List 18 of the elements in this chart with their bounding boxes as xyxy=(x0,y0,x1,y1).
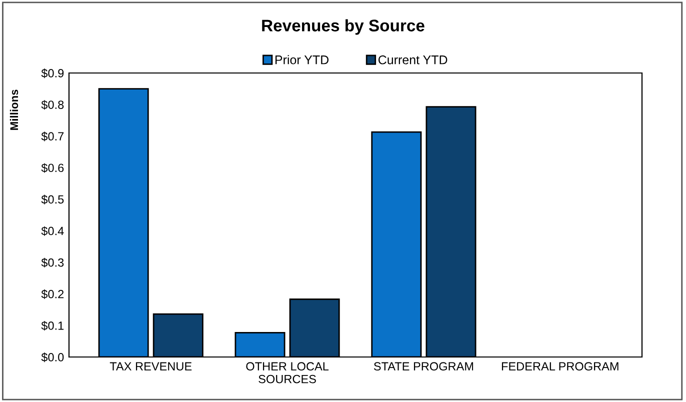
x-tick-label: TAX REVENUE xyxy=(110,362,192,371)
x-tick-label: STATE PROGRAM xyxy=(374,362,474,371)
y-tick-label: $0.0 xyxy=(41,352,64,362)
y-tick-label: $0.8 xyxy=(41,100,64,110)
y-tick-label: $0.2 xyxy=(41,289,64,299)
y-tick-label: $0.3 xyxy=(41,258,64,268)
y-tick-label: $0.6 xyxy=(41,163,64,173)
y-tick-label: $0.1 xyxy=(41,320,64,331)
y-tick-label: $0.9 xyxy=(41,68,64,78)
legend-label: Current YTD xyxy=(378,55,448,64)
y-tick-label: $0.7 xyxy=(41,132,64,142)
y-tick-label: $0.5 xyxy=(41,194,64,204)
y-tick-label: $0.4 xyxy=(41,226,64,236)
y-axis-title: Millions xyxy=(10,90,18,130)
x-tick-label: FEDERAL PROGRAM xyxy=(502,362,618,371)
legend-label: Prior YTD xyxy=(275,55,329,64)
x-tick-label: OTHER LOCAL SOURCES xyxy=(246,362,329,384)
chart-title: Revenues by Source xyxy=(262,19,424,35)
